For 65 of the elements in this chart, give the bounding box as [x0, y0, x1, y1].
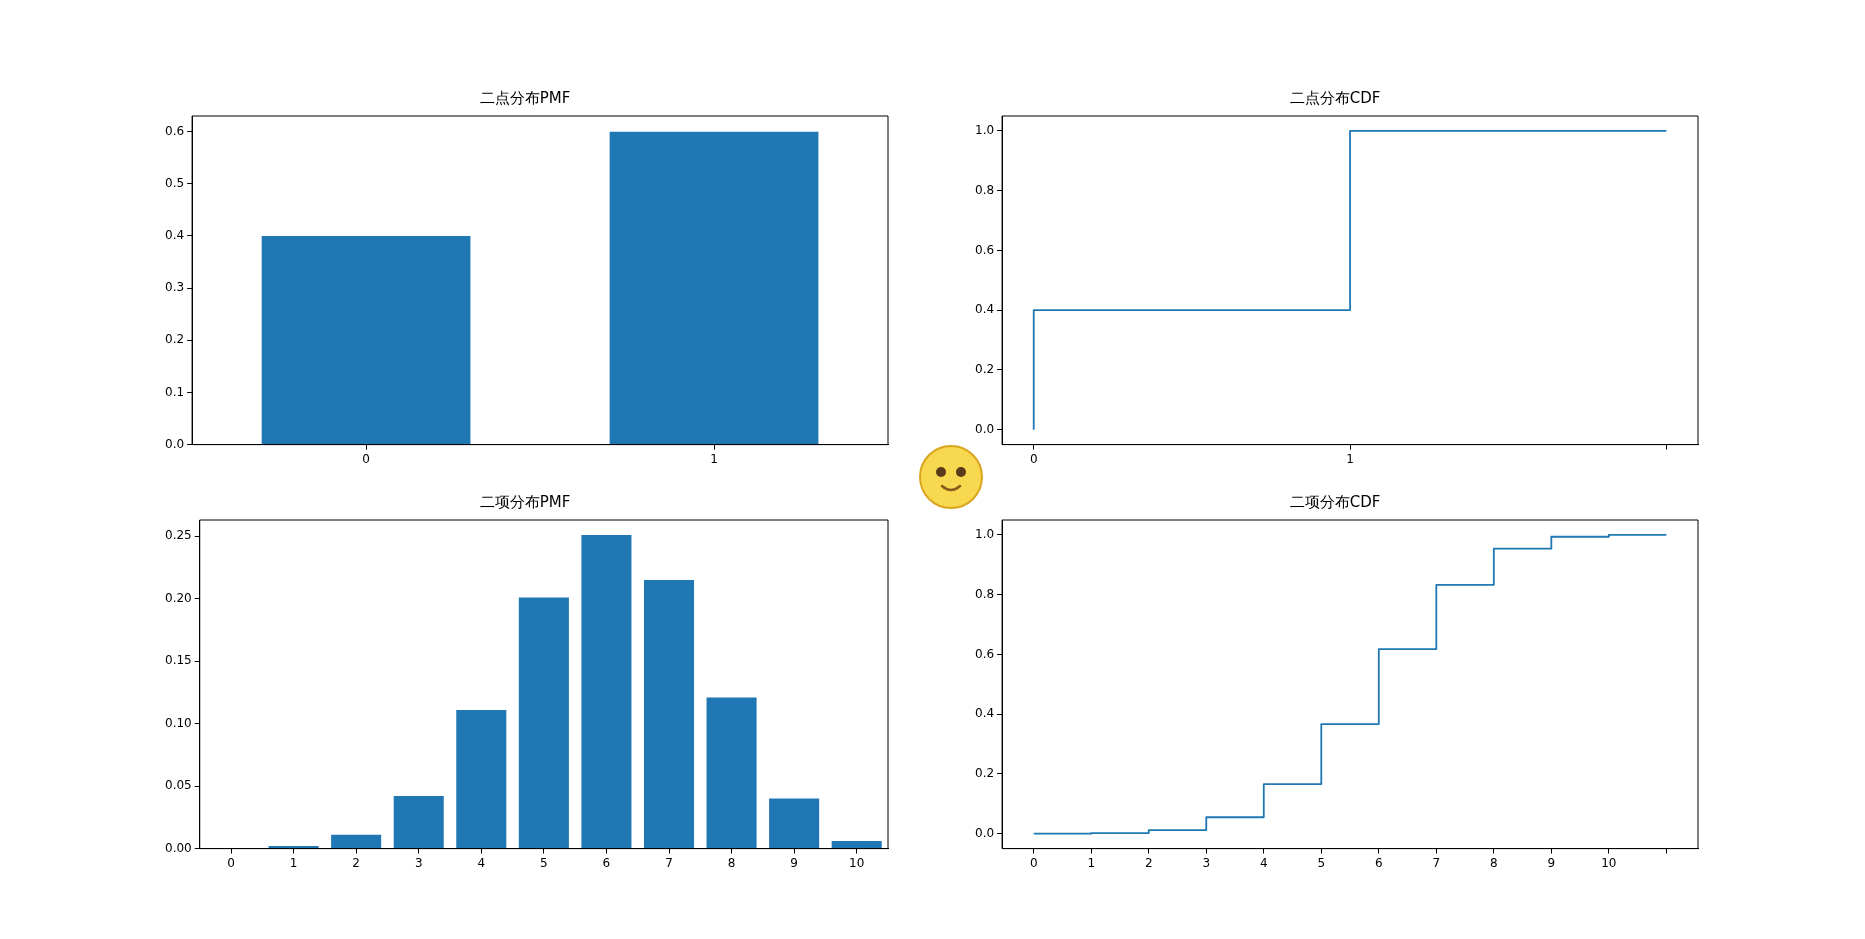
x-tick-label: 1 [1087, 855, 1096, 870]
chart-title: 二点分布CDF [1289, 88, 1381, 107]
x-tick-label: 5 [1317, 855, 1326, 870]
x-tick-label: 2 [352, 855, 360, 870]
x-tick-label: 4 [477, 855, 486, 870]
x-tick-label: 8 [1490, 855, 1498, 870]
y-tick-label: 0.20 [165, 590, 192, 605]
x-tick-label: 7 [1432, 855, 1441, 870]
x-tick-label: 3 [414, 855, 423, 870]
y-tick-label: 0.2 [974, 362, 995, 377]
y-tick-label: 0.0 [974, 825, 995, 840]
x-tick-label: 9 [1547, 855, 1556, 870]
bar [831, 841, 882, 849]
x-tick-label: 5 [540, 855, 548, 870]
x-tick-label: 1 [1346, 451, 1354, 466]
y-tick-label: 0.05 [165, 778, 192, 793]
y-tick-label: 0.8 [974, 586, 995, 601]
y-tick-label: 0.4 [974, 706, 995, 721]
y-tick-label: 1.0 [974, 123, 995, 138]
y-tick-label: 0.0 [974, 421, 995, 436]
y-tick-label: 0.3 [164, 280, 185, 295]
bar [581, 534, 632, 849]
x-tick-label: 1 [289, 855, 298, 870]
x-tick-label: 6 [602, 855, 611, 870]
bar [643, 579, 695, 849]
y-tick-label: 0.6 [974, 646, 995, 661]
bar [706, 697, 757, 849]
y-tick-label: 0.2 [164, 332, 185, 347]
bar [393, 796, 444, 849]
y-tick-label: 1.0 [974, 527, 995, 542]
x-tick-label: 8 [727, 855, 736, 870]
x-tick-label: 2 [1144, 855, 1153, 870]
x-tick-label: 10 [1601, 855, 1617, 870]
x-tick-label: 0 [1029, 855, 1038, 870]
y-tick-label: 0.25 [165, 528, 192, 543]
bar [268, 846, 319, 849]
y-tick-label: 0.8 [974, 182, 995, 197]
bar [518, 597, 569, 849]
y-tick-label: 0.4 [974, 302, 995, 317]
y-tick-label: 0.5 [164, 175, 185, 190]
chart-title: 二项分布CDF [1289, 492, 1381, 511]
x-tick-label: 7 [665, 855, 673, 870]
y-tick-label: 0.2 [974, 766, 995, 781]
chart-title: 二点分布PMF [479, 88, 571, 107]
y-tick-label: 0.4 [164, 228, 185, 243]
bar [331, 834, 382, 849]
y-tick-label: 0.6 [164, 123, 185, 138]
bar [456, 709, 507, 849]
x-tick-label: 1 [710, 451, 718, 466]
x-tick-label: 4 [1259, 855, 1268, 870]
x-tick-label: 0 [227, 855, 235, 870]
x-tick-label: 3 [1202, 855, 1211, 870]
x-tick-label: 10 [849, 855, 865, 870]
chart-title: 二项分布PMF [479, 492, 571, 511]
y-tick-label: 0.00 [165, 840, 192, 855]
x-tick-label: 0 [362, 451, 370, 466]
y-tick-label: 0.15 [165, 653, 192, 668]
y-tick-label: 0.10 [165, 715, 192, 730]
bar [769, 798, 820, 849]
y-tick-label: 0.6 [974, 242, 995, 257]
x-tick-label: 9 [790, 855, 798, 870]
x-tick-label: 0 [1029, 451, 1038, 466]
y-tick-label: 0.0 [164, 436, 185, 451]
y-tick-label: 0.1 [164, 384, 185, 399]
x-tick-label: 6 [1374, 855, 1383, 870]
